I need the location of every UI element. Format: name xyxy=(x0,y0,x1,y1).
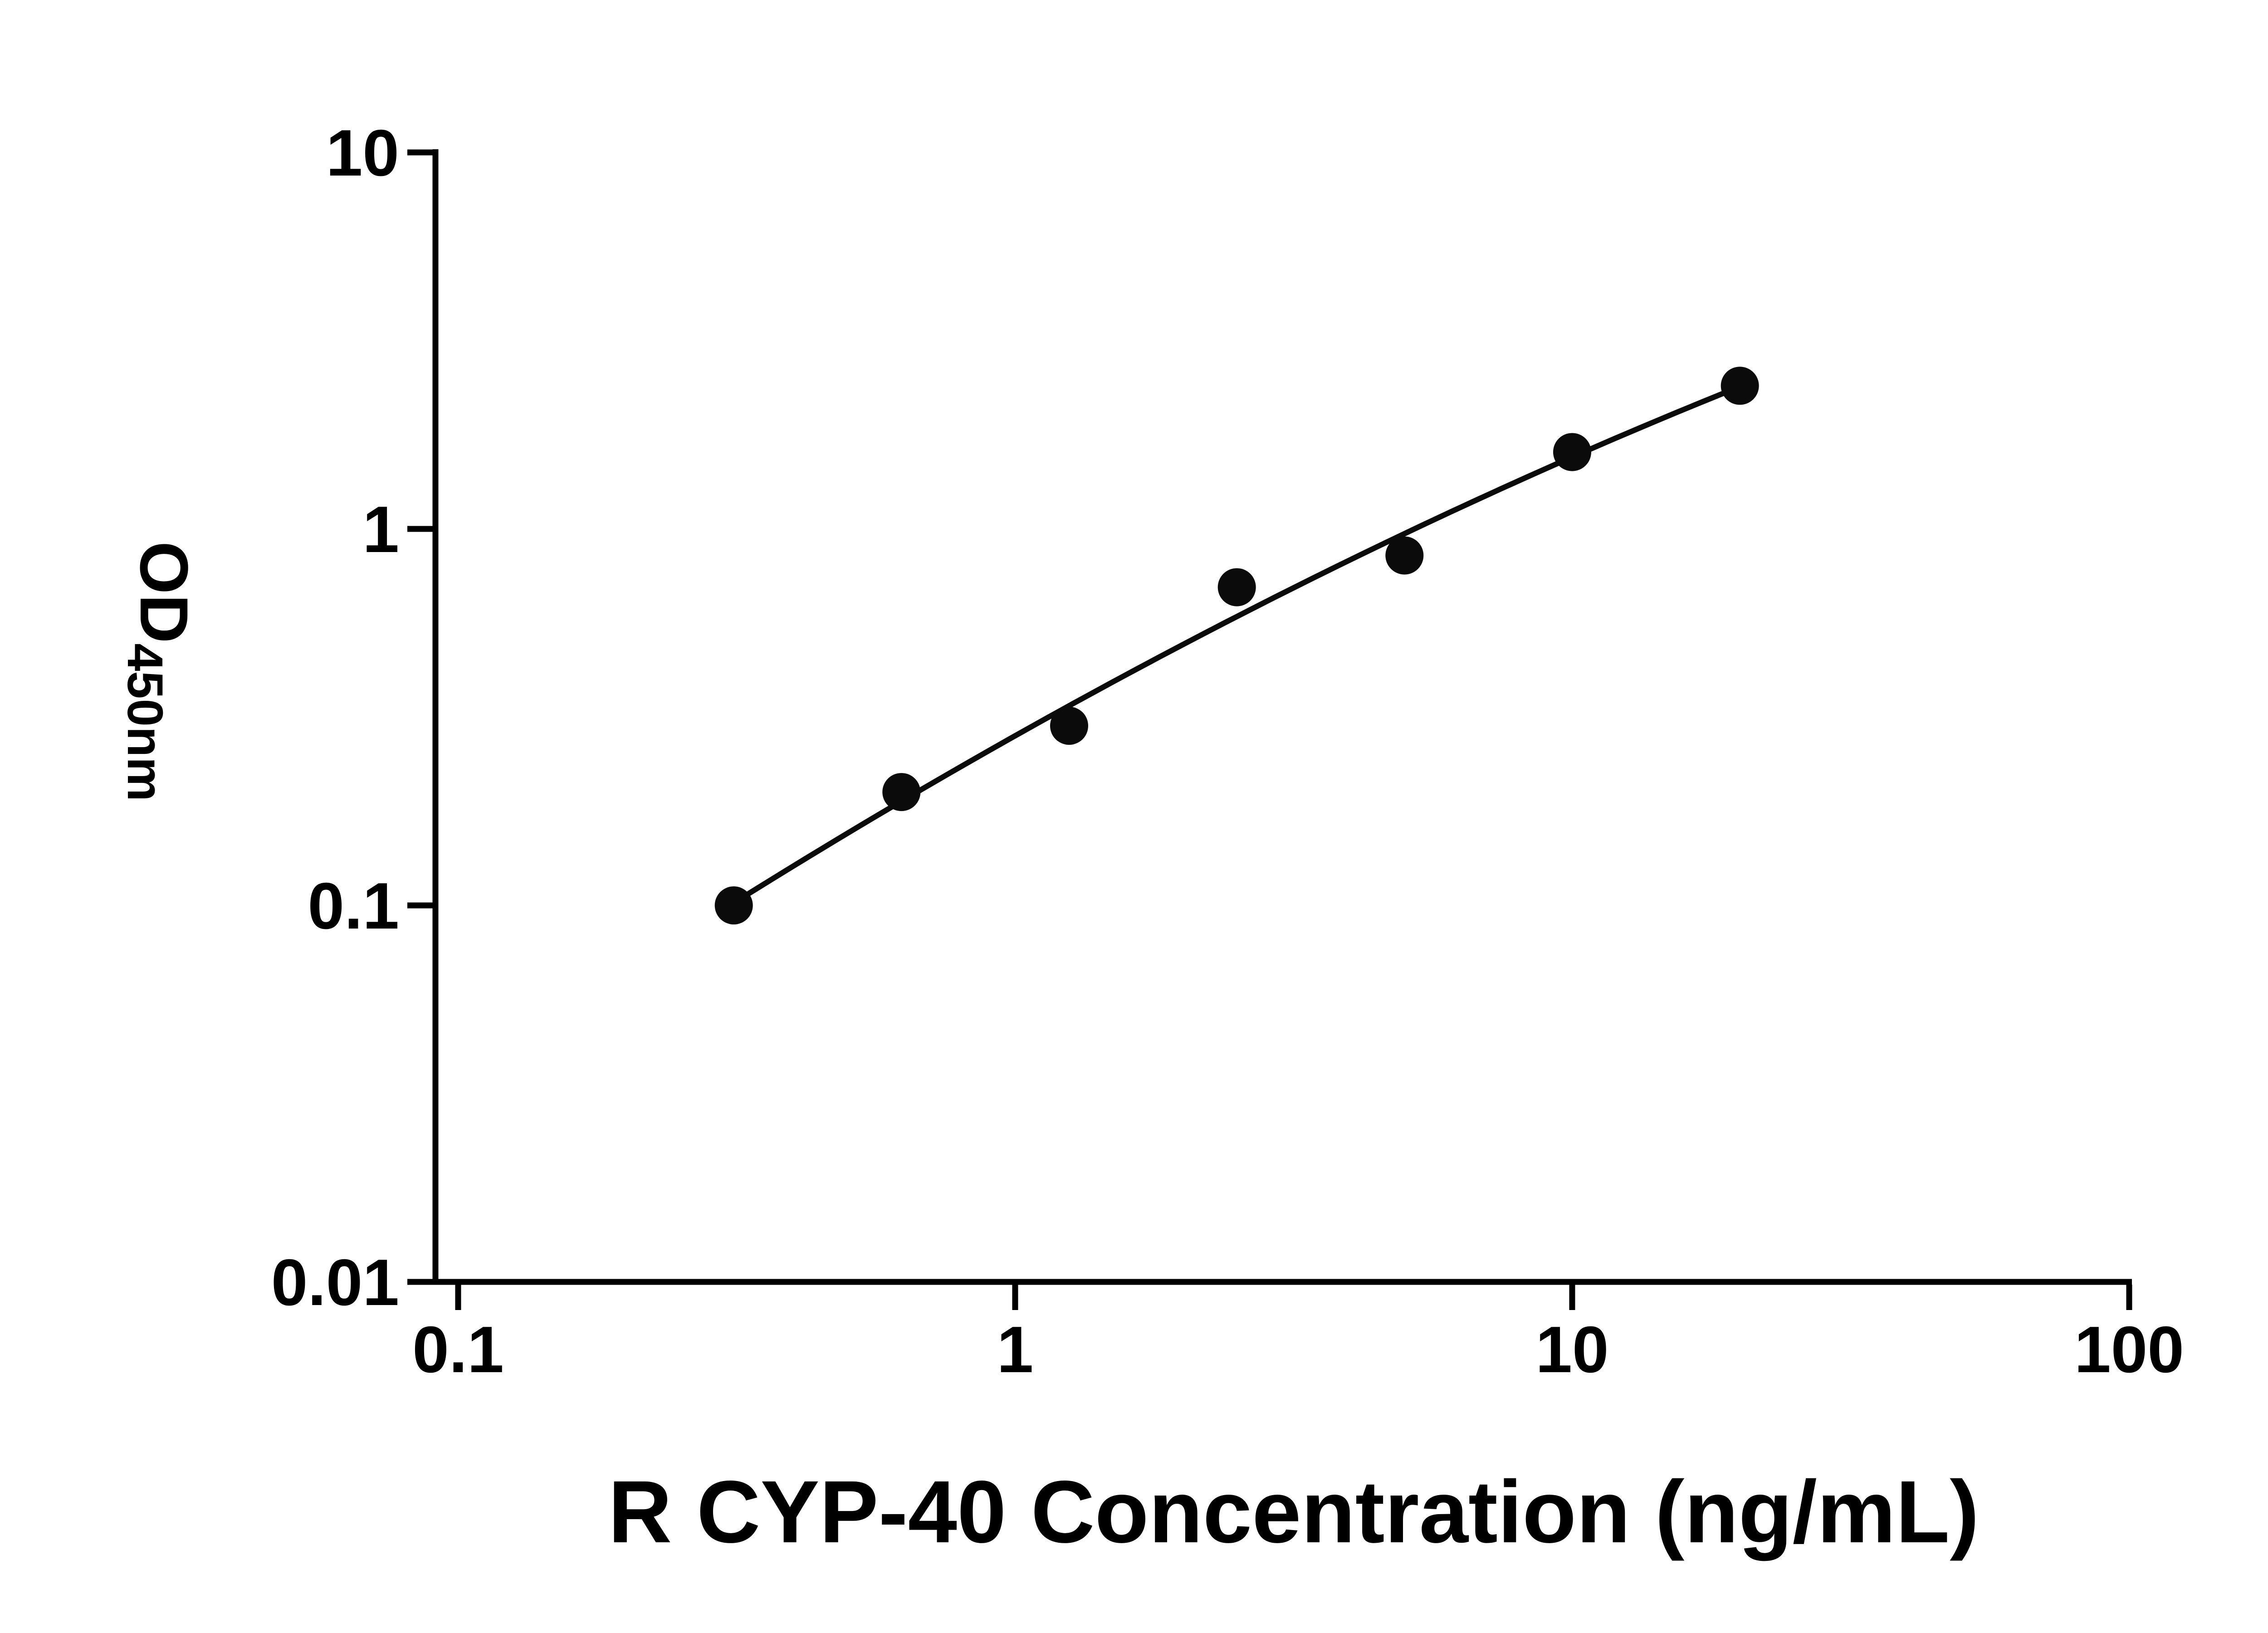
y-axis-title-sub: 450nm xyxy=(117,643,173,802)
x-tick-label: 1 xyxy=(997,1313,1034,1386)
data-point xyxy=(1050,707,1088,745)
x-tick-label: 0.1 xyxy=(412,1313,504,1386)
fit-curve xyxy=(731,384,1743,906)
data-point xyxy=(882,773,921,812)
y-tick-label: 0.1 xyxy=(308,869,399,943)
data-point xyxy=(1217,568,1256,606)
data-points-layer xyxy=(714,367,1759,924)
x-axis-title: R CYP-40 Concentration (ng/mL) xyxy=(608,1462,1980,1561)
x-tick-label: 100 xyxy=(2074,1313,2184,1386)
x-tick-label: 10 xyxy=(1535,1313,1608,1386)
data-point xyxy=(1385,536,1424,575)
y-tick-label: 10 xyxy=(326,116,399,190)
data-point xyxy=(1721,367,1759,405)
data-point xyxy=(714,886,753,924)
data-point xyxy=(1553,433,1591,471)
y-tick-label: 0.01 xyxy=(271,1246,399,1319)
fit-curve-layer xyxy=(731,384,1743,906)
y-axis-title-main: OD xyxy=(126,541,202,643)
y-tick-label: 1 xyxy=(362,493,399,566)
y-axis-title: OD450nm xyxy=(117,541,202,802)
